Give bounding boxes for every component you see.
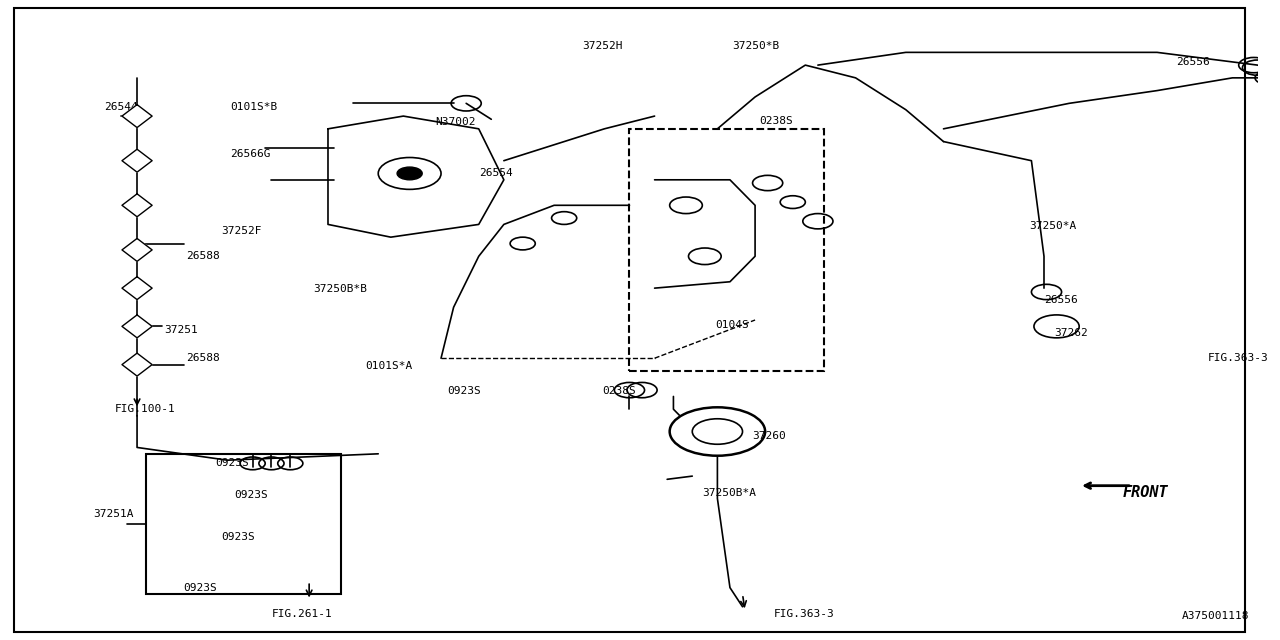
Text: 26588: 26588 [186, 353, 220, 364]
Text: 26566G: 26566G [230, 149, 270, 159]
Text: 37262: 37262 [1053, 328, 1088, 338]
Text: A375001118: A375001118 [1183, 611, 1249, 621]
Polygon shape [122, 276, 152, 300]
Circle shape [669, 407, 765, 456]
Text: FIG.363-3: FIG.363-3 [1207, 353, 1268, 364]
Text: FIG.363-3: FIG.363-3 [774, 609, 835, 620]
Circle shape [1034, 315, 1079, 338]
Text: 0923S: 0923S [215, 458, 248, 468]
Text: N37002: N37002 [435, 118, 475, 127]
Text: 0923S: 0923S [234, 490, 268, 500]
Text: 37252H: 37252H [581, 41, 622, 51]
Text: 37250B*A: 37250B*A [703, 488, 756, 499]
Text: 0104S: 0104S [716, 320, 749, 330]
Text: 0238S: 0238S [759, 116, 792, 126]
Polygon shape [122, 149, 152, 172]
Text: 37251: 37251 [165, 324, 198, 335]
Text: 0923S: 0923S [183, 582, 218, 593]
Text: 37250*A: 37250*A [1029, 221, 1076, 230]
Circle shape [692, 419, 742, 444]
Polygon shape [122, 239, 152, 261]
Text: 37250B*B: 37250B*B [312, 284, 367, 294]
Polygon shape [122, 315, 152, 338]
Polygon shape [122, 194, 152, 217]
Text: FIG.261-1: FIG.261-1 [271, 609, 333, 620]
Text: 26588: 26588 [186, 252, 220, 261]
Text: FIG.100-1: FIG.100-1 [114, 404, 175, 414]
Text: 37252F: 37252F [221, 226, 261, 236]
Text: 26556: 26556 [1176, 57, 1210, 67]
Text: 37250*B: 37250*B [732, 41, 780, 51]
Text: 0923S: 0923S [221, 532, 255, 541]
Text: 0101S*B: 0101S*B [230, 102, 278, 111]
Text: 0101S*A: 0101S*A [366, 361, 413, 371]
Text: FRONT: FRONT [1123, 484, 1169, 500]
Bar [146, 454, 340, 594]
Circle shape [378, 157, 442, 189]
Bar [630, 129, 824, 371]
Text: 26544: 26544 [105, 102, 138, 111]
Text: 26554: 26554 [479, 168, 512, 179]
Polygon shape [122, 353, 152, 376]
Circle shape [397, 167, 422, 180]
Text: 37251A: 37251A [93, 509, 133, 519]
Polygon shape [122, 104, 152, 127]
Text: 37260: 37260 [753, 431, 786, 441]
Text: 26556: 26556 [1044, 294, 1078, 305]
Text: 0238S: 0238S [602, 387, 636, 396]
Text: 0923S: 0923S [447, 387, 481, 396]
